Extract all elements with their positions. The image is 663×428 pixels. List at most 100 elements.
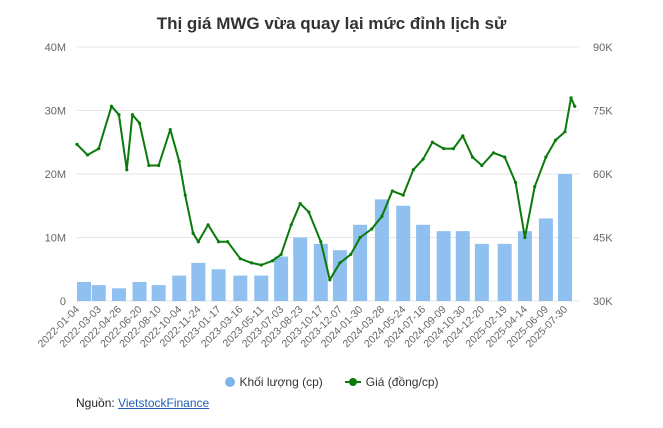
right-tick-label: 90K xyxy=(593,42,613,54)
price-point xyxy=(338,261,342,265)
price-point xyxy=(544,155,548,159)
price-point xyxy=(307,210,311,214)
legend-price-marker xyxy=(344,377,361,387)
volume-bar xyxy=(293,237,308,301)
source-label: Nguồn: xyxy=(76,396,115,410)
source-note: Nguồn: VietstockFinance xyxy=(76,396,209,410)
left-tick-label: 20M xyxy=(45,169,66,181)
volume-bar xyxy=(132,281,147,301)
volume-bar xyxy=(558,174,572,301)
price-point xyxy=(380,214,384,218)
price-point xyxy=(554,138,558,142)
price-point xyxy=(430,140,435,144)
volume-bar xyxy=(151,285,166,301)
price-point xyxy=(349,252,353,257)
left-tick-label: 0 xyxy=(60,296,66,308)
left-tick-label: 40M xyxy=(45,42,66,54)
legend-item-volume[interactable]: Khối lượng (cp) xyxy=(224,375,323,389)
price-point xyxy=(491,151,496,155)
price-point xyxy=(168,127,172,132)
left-tick-label: 30M xyxy=(45,106,66,118)
price-point xyxy=(225,240,230,244)
price-point xyxy=(109,104,114,108)
volume-bar xyxy=(416,224,431,301)
legend-item-price[interactable]: Giá (đồng/cp) xyxy=(344,375,439,389)
price-point xyxy=(259,263,263,267)
price-point xyxy=(137,121,142,125)
price-point xyxy=(421,157,425,161)
price-point xyxy=(319,240,323,244)
price-point xyxy=(370,227,374,231)
right-axis: 30K 45K 60K 75K 90K xyxy=(593,42,613,308)
price-point xyxy=(480,163,484,168)
source-link[interactable]: VietstockFinance xyxy=(118,396,210,410)
price-point xyxy=(216,240,221,244)
left-axis: 0 10M 20M 30M 40M xyxy=(45,42,66,308)
price-line xyxy=(75,96,577,282)
price-point xyxy=(196,240,200,244)
volume-bar xyxy=(77,281,91,301)
price-point xyxy=(573,104,577,108)
price-point xyxy=(390,189,394,193)
price-point xyxy=(411,168,415,172)
volume-bar xyxy=(374,199,389,301)
volume-bar xyxy=(313,243,328,301)
volume-bar xyxy=(332,250,347,301)
price-point xyxy=(249,261,254,265)
volume-bar xyxy=(274,256,289,301)
volume-bar xyxy=(172,275,187,301)
volume-bar xyxy=(191,262,206,301)
volume-bar xyxy=(538,218,553,301)
price-point xyxy=(358,235,362,240)
right-tick-label: 60K xyxy=(593,169,613,181)
price-point xyxy=(279,252,283,257)
legend-volume-label: Khối lượng (cp) xyxy=(239,375,323,389)
price-point xyxy=(563,130,567,134)
volume-bar xyxy=(91,285,106,301)
price-point xyxy=(206,223,210,227)
volume-bar xyxy=(455,231,470,301)
left-tick-label: 10M xyxy=(45,233,66,245)
price-point xyxy=(125,168,129,172)
price-point xyxy=(533,185,537,189)
price-point xyxy=(157,163,161,168)
price-point xyxy=(328,278,332,282)
volume-bar xyxy=(517,231,532,301)
price-point xyxy=(461,134,465,138)
price-point xyxy=(75,142,79,146)
right-tick-label: 75K xyxy=(593,106,613,118)
volume-bar xyxy=(396,205,411,301)
price-point xyxy=(147,163,151,168)
price-point xyxy=(117,113,121,117)
price-point xyxy=(97,147,101,151)
price-point xyxy=(523,235,527,240)
legend-volume-marker xyxy=(224,377,235,387)
volume-bar xyxy=(233,275,248,301)
price-point xyxy=(270,259,275,263)
volume-bar xyxy=(111,288,126,301)
price-point xyxy=(191,231,195,235)
volume-bar xyxy=(211,269,226,301)
right-tick-label: 45K xyxy=(593,233,613,245)
price-point xyxy=(289,223,293,227)
price-point xyxy=(503,155,507,159)
price-point xyxy=(451,147,455,151)
volume-bar xyxy=(497,243,512,301)
price-point xyxy=(470,155,475,159)
price-point xyxy=(569,96,573,100)
legend: Khối lượng (cp) Giá (đồng/cp) xyxy=(0,375,663,389)
price-point xyxy=(442,147,446,151)
volume-bar xyxy=(254,275,269,301)
volume-bar xyxy=(474,243,489,301)
price-point xyxy=(238,257,242,261)
chart-title: Thị giá MWG vừa quay lại mức đỉnh lịch s… xyxy=(156,14,507,33)
price-point xyxy=(130,113,135,117)
price-point xyxy=(513,180,518,185)
price-point xyxy=(401,193,405,197)
legend-price-label: Giá (đồng/cp) xyxy=(365,375,439,389)
x-axis: 2022-01-042022-03-032022-04-262022-06-20… xyxy=(36,304,571,351)
price-point xyxy=(183,193,187,197)
price-point xyxy=(298,202,302,206)
price-point xyxy=(85,153,90,157)
